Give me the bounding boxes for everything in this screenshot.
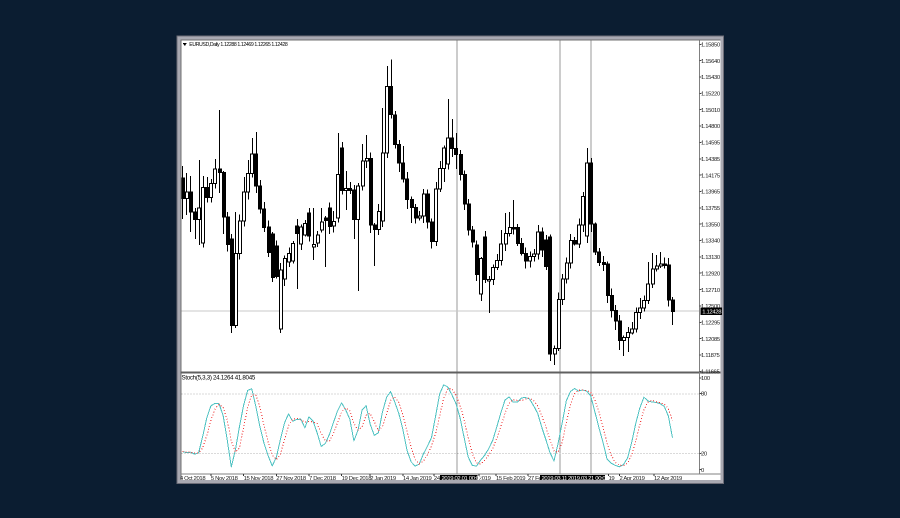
svg-text:27 Nov 2018: 27 Nov 2018 [276, 476, 307, 482]
svg-text:EURUSD,Daily 1.12288 1.12469 1: EURUSD,Daily 1.12288 1.12469 1.12265 1.1… [189, 42, 288, 48]
svg-text:1.13340: 1.13340 [701, 239, 721, 245]
svg-text:19: 19 [609, 476, 615, 482]
svg-text:1.11665: 1.11665 [701, 370, 720, 376]
svg-text:1.12920: 1.12920 [701, 271, 721, 277]
svg-text:2019: 2019 [479, 476, 491, 482]
svg-text:1.15010: 1.15010 [701, 108, 721, 114]
svg-text:7 Dec 2018: 7 Dec 2018 [309, 476, 337, 482]
svg-text:Stoch(5,3,3) 24.1264 41.8045: Stoch(5,3,3) 24.1264 41.8045 [182, 374, 256, 381]
svg-text:1.14595: 1.14595 [701, 141, 721, 147]
svg-text:1.13130: 1.13130 [701, 255, 721, 261]
svg-text:0: 0 [701, 468, 705, 474]
svg-text:80: 80 [701, 392, 708, 398]
svg-text:1.11875: 1.11875 [701, 353, 720, 359]
svg-text:1.14800: 1.14800 [701, 124, 721, 130]
svg-text:5 Nov 2018: 5 Nov 2018 [211, 476, 239, 482]
svg-text:100: 100 [701, 376, 711, 382]
svg-text:1.13550: 1.13550 [701, 222, 721, 228]
svg-text:2019.03.21 00:00: 2019.03.21 00:00 [568, 476, 609, 482]
svg-text:1.15220: 1.15220 [701, 92, 721, 98]
svg-text:1.13965: 1.13965 [701, 190, 721, 196]
svg-text:15 Nov 2018: 15 Nov 2018 [244, 476, 275, 482]
svg-text:1.15640: 1.15640 [701, 59, 721, 65]
svg-text:19 Dec 2018: 19 Dec 2018 [342, 476, 373, 482]
svg-text:1.12500: 1.12500 [701, 304, 721, 310]
svg-text:15 Feb 2019: 15 Feb 2019 [496, 476, 525, 482]
svg-text:1.15850: 1.15850 [701, 43, 721, 49]
svg-text:20: 20 [701, 452, 708, 458]
svg-text:1.15430: 1.15430 [701, 75, 721, 81]
svg-text:1.12085: 1.12085 [701, 337, 721, 343]
svg-text:1.12295: 1.12295 [701, 321, 721, 327]
svg-text:1.12428: 1.12428 [702, 310, 722, 316]
svg-text:2019.03.11 00:: 2019.03.11 00: [542, 476, 577, 482]
svg-text:1.14175: 1.14175 [701, 173, 721, 179]
svg-text:12 Apr 2019: 12 Apr 2019 [654, 476, 682, 482]
svg-text:14 Jan 2019: 14 Jan 2019 [403, 476, 432, 482]
svg-text:24 Oct 2018: 24 Oct 2018 [177, 476, 206, 482]
svg-text:2019.02.01 00:00: 2019.02.01 00:00 [442, 476, 483, 482]
svg-text:2 Apr 2019: 2 Apr 2019 [620, 476, 645, 482]
svg-text:1.12710: 1.12710 [701, 288, 721, 294]
svg-text:1.14385: 1.14385 [701, 157, 721, 163]
svg-text:2 Jan 2019: 2 Jan 2019 [370, 476, 396, 482]
svg-text:1.13755: 1.13755 [701, 206, 721, 212]
